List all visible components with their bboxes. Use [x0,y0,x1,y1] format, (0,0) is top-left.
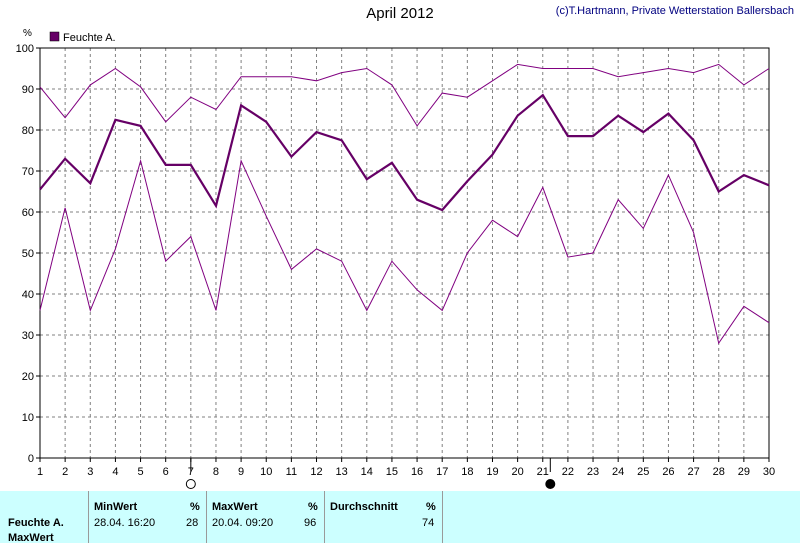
max-value: 96 [304,517,317,529]
statistics-panel: Feuchte A. MaxWert MinWert % 28.04. 16:2… [0,491,800,544]
series-line-mean [39,93,770,212]
x-tick-label: 24 [612,466,624,478]
y-tick-label: 100 [16,43,34,55]
x-tick-label: 14 [361,466,373,478]
x-tick-label: 13 [336,466,348,478]
stats-row-label: Feuchte A. [8,517,64,529]
full-moon-icon [185,479,196,489]
max-header: MaxWert [212,501,258,513]
x-tick-label: 30 [763,466,775,478]
x-tick-label: 9 [238,466,244,478]
x-tick-label: 28 [713,466,725,478]
y-tick-label: 50 [22,248,34,260]
series-line-min [39,158,770,345]
x-tick-label: 17 [436,466,448,478]
max-time: 20.04. 09:20 [212,517,274,529]
min-value: 28 [186,517,199,529]
x-tick-label: 23 [587,466,599,478]
stats-row-label-secondary: MaxWert [8,532,54,544]
x-tick-label: 19 [486,466,498,478]
y-tick-label: 0 [28,453,34,465]
x-tick-label: 10 [260,466,272,478]
x-tick-label: 5 [137,466,143,478]
x-tick-label: 26 [662,466,674,478]
x-tick-label: 25 [637,466,649,478]
x-tick-label: 6 [163,466,169,478]
average-value: 74 [422,517,435,529]
x-tick-label: 4 [112,466,118,478]
x-tick-label: 27 [687,466,699,478]
x-tick-label: 15 [386,466,398,478]
x-tick-label: 12 [310,466,322,478]
new-moon-icon [545,479,556,489]
average-unit: % [426,501,436,513]
x-tick-label: 16 [411,466,423,478]
x-tick-label: 29 [738,466,750,478]
x-tick-label: 1 [37,466,43,478]
y-tick-label: 70 [22,166,34,178]
humidity-chart: 0102030405060708090100123456789101112131… [16,28,775,489]
x-tick-label: 8 [213,466,219,478]
y-tick-label: 30 [22,330,34,342]
average-header: Durchschnitt [330,501,398,513]
y-axis-unit: % [23,28,32,39]
x-tick-label: 22 [562,466,574,478]
x-tick-label: 21 [537,466,549,478]
chart-title: April 2012 [366,5,434,22]
y-tick-label: 10 [22,412,34,424]
legend-swatch [49,31,60,42]
y-tick-label: 60 [22,207,34,219]
y-tick-label: 20 [22,371,34,383]
x-tick-label: 20 [511,466,523,478]
x-tick-label: 2 [62,466,68,478]
x-tick-label: 3 [87,466,93,478]
x-tick-label: 18 [461,466,473,478]
y-tick-label: 40 [22,289,34,301]
y-tick-label: 90 [22,84,34,96]
copyright-note: (c)T.Hartmann, Private Wetterstation Bal… [555,5,794,17]
y-tick-label: 80 [22,125,34,137]
min-unit: % [190,501,200,513]
min-header: MinWert [94,501,138,513]
min-time: 28.04. 16:20 [94,517,156,529]
x-tick-label: 11 [286,466,297,478]
legend-label: Feuchte A. [63,32,116,44]
series-line-max [39,63,770,127]
max-unit: % [308,501,318,513]
